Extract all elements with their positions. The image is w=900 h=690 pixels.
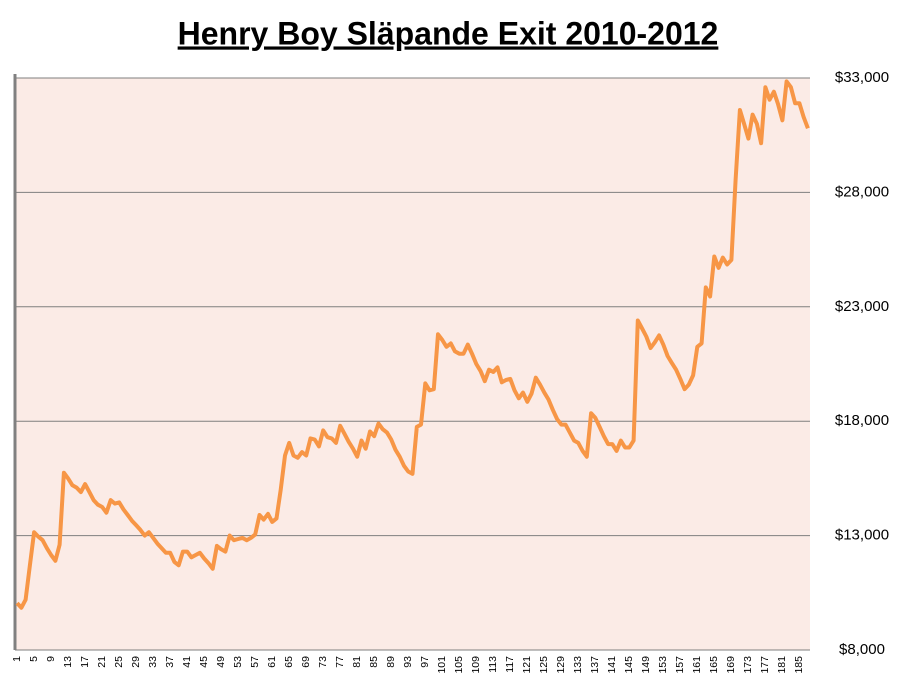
x-tick-label: 73 <box>317 656 329 668</box>
chart-title: Henry Boy Släpande Exit 2010-2012 <box>178 15 719 51</box>
x-tick-label: 105 <box>453 656 465 674</box>
x-tick-label: 129 <box>555 656 567 674</box>
x-tick-label: 125 <box>538 656 550 674</box>
x-tick-label: 113 <box>487 656 499 673</box>
plot-area <box>15 78 810 650</box>
x-tick-label: 53 <box>232 656 244 668</box>
y-tick-label: $28,000 <box>835 183 889 200</box>
x-tick-label: 29 <box>130 656 142 668</box>
y-tick-label: $8,000 <box>839 641 885 658</box>
x-tick-label: 81 <box>351 656 363 668</box>
x-tick-label: 97 <box>419 656 431 668</box>
x-tick-label: 165 <box>708 656 720 674</box>
y-tick-label: $23,000 <box>835 298 889 315</box>
x-tick-label: 49 <box>215 656 227 668</box>
x-tick-label: 149 <box>640 656 652 674</box>
x-tick-label: 153 <box>657 656 669 674</box>
x-tick-label: 157 <box>674 656 686 674</box>
data-line <box>15 79 810 610</box>
x-tick-label: 93 <box>402 656 414 668</box>
x-tick-label: 65 <box>283 656 295 668</box>
x-tick-label: 137 <box>589 656 601 674</box>
x-tick-label: 169 <box>725 656 737 674</box>
x-tick-label: 177 <box>759 656 771 674</box>
y-tick-label: $18,000 <box>835 412 889 429</box>
x-tick-label: 1 <box>11 656 23 662</box>
x-tick-label: 13 <box>62 656 74 668</box>
x-tick-label: 21 <box>96 656 108 668</box>
x-tick-label: 173 <box>742 656 754 674</box>
x-tick-label: 121 <box>521 656 533 674</box>
x-tick-label: 37 <box>164 656 176 668</box>
x-tick-label: 57 <box>249 656 261 668</box>
x-tick-label: 161 <box>691 656 703 674</box>
y-tick-label: $33,000 <box>835 69 889 86</box>
x-tick-label: 89 <box>385 656 397 668</box>
x-tick-label: 101 <box>436 656 448 674</box>
x-tick-label: 45 <box>198 656 210 668</box>
x-tick-label: 17 <box>79 656 91 668</box>
x-tick-label: 25 <box>113 656 125 668</box>
x-tick-label: 69 <box>300 656 312 668</box>
x-tick-label: 5 <box>28 656 40 662</box>
x-tick-label: 185 <box>793 656 805 674</box>
x-tick-label: 85 <box>368 656 380 668</box>
x-tick-label: 77 <box>334 656 346 668</box>
x-tick-label: 61 <box>266 656 278 668</box>
x-tick-label: 181 <box>776 656 788 674</box>
x-tick-label: 117 <box>504 656 516 673</box>
x-tick-label: 133 <box>572 656 584 674</box>
x-tick-label: 145 <box>623 656 635 674</box>
x-tick-label: 109 <box>470 656 482 674</box>
x-tick-label: 141 <box>606 656 618 674</box>
y-tick-label: $13,000 <box>835 527 889 544</box>
x-tick-label: 9 <box>45 656 57 662</box>
x-tick-label: 33 <box>147 656 159 668</box>
x-tick-label: 41 <box>181 656 193 668</box>
